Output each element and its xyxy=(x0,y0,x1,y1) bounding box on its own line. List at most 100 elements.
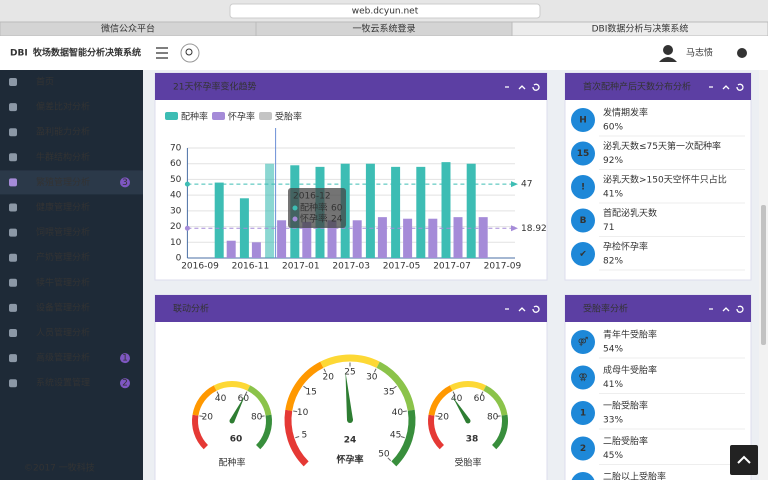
gauge-tick-label: 15 xyxy=(305,387,316,397)
gauge-tick-label: 35 xyxy=(383,387,394,397)
menu-badge xyxy=(120,353,130,364)
gauge-tick xyxy=(323,368,327,373)
gauge-hub xyxy=(229,418,235,424)
gauge-tick-label: 20 xyxy=(438,413,450,423)
app-title: 牧场数据智能分析决策系统 xyxy=(33,47,141,59)
list-label: 孕检怀孕率 xyxy=(603,241,648,253)
legend-label[interactable]: 怀孕率 xyxy=(228,111,255,123)
menu-item[interactable]: 健康管理分析 xyxy=(36,201,90,213)
panel-title: 联动分析 xyxy=(173,303,209,315)
avatar xyxy=(663,45,673,55)
gauge-value: 38 xyxy=(466,435,479,445)
gauge-hub xyxy=(347,417,353,423)
menu-item[interactable]: 繁殖管理分析 xyxy=(36,176,90,188)
menu-item[interactable]: 首页 xyxy=(36,76,54,88)
menu-badge xyxy=(120,177,130,188)
list-label: 发情期发率 xyxy=(603,107,648,119)
gauge-tick-label: 10 xyxy=(297,408,309,418)
gauge-tick xyxy=(260,415,265,417)
list-icon-text: ⚢ xyxy=(578,373,587,383)
gauge-tick-label: 20 xyxy=(322,373,334,383)
gauge-hub xyxy=(465,418,471,424)
list-label: 二胎受胎率 xyxy=(603,435,648,447)
gauge-tick xyxy=(295,436,300,439)
panel-header xyxy=(565,73,751,100)
user-name[interactable]: 马志愦 xyxy=(686,47,713,59)
list-label: 一胎受胎率 xyxy=(603,400,648,412)
gauge-tick-label: 40 xyxy=(392,408,404,418)
x-tick-label: 2017-03 xyxy=(332,262,370,272)
menu-icon xyxy=(9,128,17,137)
menu-item[interactable]: 系统设置管理 xyxy=(36,377,90,389)
help-button[interactable] xyxy=(737,48,747,58)
bar xyxy=(453,217,463,258)
panel-tools[interactable] xyxy=(505,83,540,91)
y-tick-label: 0 xyxy=(176,254,182,264)
menu-item[interactable]: 牛群结构分析 xyxy=(36,151,90,163)
menu-item[interactable]: 盈利能力分析 xyxy=(36,126,90,138)
x-tick-label: 2016-09 xyxy=(181,262,219,272)
gauge-tick xyxy=(244,391,248,396)
panel-header xyxy=(155,295,547,322)
gauge-band xyxy=(391,409,416,467)
gauge-band xyxy=(255,414,272,450)
list-value: 71 xyxy=(603,223,614,233)
menu-icon xyxy=(9,203,17,212)
gauge-band xyxy=(213,381,251,391)
gauge-value: 24 xyxy=(344,436,357,446)
panel xyxy=(154,72,548,281)
search-button[interactable] xyxy=(180,43,200,63)
panel-title: 受胎率分析 xyxy=(583,303,628,315)
list-icon xyxy=(571,141,595,166)
list-label: 首配泌乳天数 xyxy=(603,207,657,219)
logo: DBI xyxy=(10,49,28,59)
panel-tools[interactable] xyxy=(709,305,744,313)
menu-item[interactable]: 人员管理分析 xyxy=(36,327,90,339)
avatar-body xyxy=(659,57,677,62)
menu-item[interactable]: 产奶管理分析 xyxy=(36,251,90,263)
url-box[interactable] xyxy=(229,3,541,19)
list-label: 青年牛受胎率 xyxy=(603,329,657,341)
back-to-top[interactable] xyxy=(730,445,758,475)
menu-item[interactable]: 偏差比对分析 xyxy=(36,101,90,113)
panel-header xyxy=(565,295,751,322)
gauge-tick-label: 80 xyxy=(487,413,499,423)
bar xyxy=(377,217,387,258)
panel-tools[interactable] xyxy=(505,305,540,313)
panel-title: 首次配种产后天数分布分析 xyxy=(583,81,691,93)
list-icon-text: ! xyxy=(581,183,585,193)
menu-icon xyxy=(9,278,17,287)
gauge-tick xyxy=(400,436,405,439)
tooltip-dot xyxy=(292,216,298,222)
panel-title: 21天怀孕率变化趋势 xyxy=(173,81,256,93)
reference-arrow xyxy=(511,181,518,188)
menu-item[interactable]: 犊牛管理分析 xyxy=(36,276,90,288)
menu-item[interactable]: 饲喂管理分析 xyxy=(36,226,90,238)
gauge-band xyxy=(428,385,453,416)
bar xyxy=(441,162,451,258)
bar xyxy=(403,218,413,258)
gauge-name: 怀孕率 xyxy=(336,454,363,466)
gauge-tick xyxy=(435,415,440,417)
legend-label[interactable]: 受胎率 xyxy=(275,111,302,123)
back-to-top-icon xyxy=(737,455,751,464)
legend-label[interactable]: 配种率 xyxy=(181,111,208,123)
menu-item[interactable]: 高级管理分析 xyxy=(36,352,90,364)
tooltip-name: 怀孕率 xyxy=(300,213,327,225)
menu-item[interactable]: 设备管理分析 xyxy=(36,301,90,313)
gauge-needle xyxy=(345,371,353,421)
tooltip-sep: : xyxy=(325,204,328,214)
bar xyxy=(226,240,236,258)
bar xyxy=(478,217,488,258)
gauge-band xyxy=(247,385,272,416)
gauge-tick xyxy=(402,410,407,413)
reference-label: 18.92 xyxy=(521,224,547,234)
list-value: 41% xyxy=(603,190,623,200)
gauge-tick xyxy=(199,415,204,417)
scroll-thumb[interactable] xyxy=(761,205,766,345)
gauge-band xyxy=(491,414,508,450)
gauge-tick-label: 80 xyxy=(251,413,263,423)
menu-toggle[interactable] xyxy=(156,47,168,59)
panel-tools[interactable] xyxy=(709,83,744,91)
